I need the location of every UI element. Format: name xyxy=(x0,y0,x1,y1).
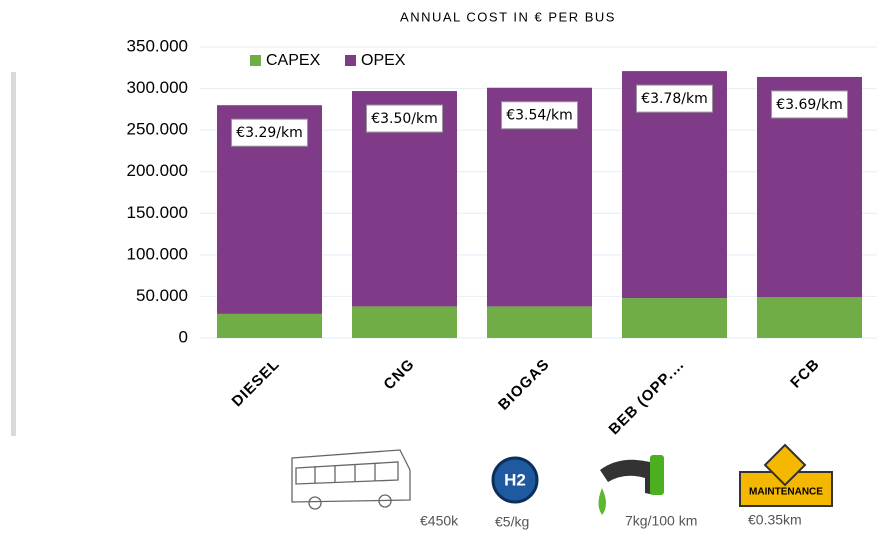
legend-label: CAPEX xyxy=(266,52,321,69)
bar-segment xyxy=(487,306,592,338)
annotation: €3.54/km xyxy=(506,108,573,124)
annotation-box xyxy=(771,90,848,119)
h2-icon xyxy=(491,456,539,504)
bus-icon xyxy=(291,449,411,510)
side-bar xyxy=(11,72,16,436)
x-tick-label: CNG xyxy=(380,356,418,394)
x-tick-label: FCB xyxy=(787,356,823,392)
y-tick-label: 150.000 xyxy=(127,203,188,222)
annotation: €3.78/km xyxy=(641,91,708,107)
annotation-box xyxy=(366,104,443,133)
h2-cost: €5/kg xyxy=(495,514,529,530)
legend-swatch xyxy=(250,55,261,66)
bar-segment xyxy=(622,298,727,338)
annotation: €3.29/km xyxy=(236,125,303,141)
annotation: €3.50/km xyxy=(371,111,438,127)
legend-swatch xyxy=(345,55,356,66)
x-tick-label: BEB (OPP.… xyxy=(606,356,689,439)
annotation-box xyxy=(636,84,713,113)
consumption: 7kg/100 km xyxy=(625,513,697,529)
legend-label: OPEX xyxy=(361,52,406,69)
annotation-box xyxy=(501,101,578,130)
y-tick-label: 50.000 xyxy=(136,286,188,305)
y-tick-label: 100.000 xyxy=(127,244,188,263)
maintenance-sign: MAINTENANCE xyxy=(749,487,823,498)
bar-segment xyxy=(352,306,457,338)
bar-segment xyxy=(217,313,322,338)
y-tick-label: 0 xyxy=(179,327,188,346)
chart-title: ANNUAL COST IN € PER BUS xyxy=(400,9,616,24)
bus-cost: €450k xyxy=(420,513,459,529)
y-tick-label: 300.000 xyxy=(127,78,188,97)
footer-icons: €450k H2 €5/kg 7kg/100 km MAINTENANCE €0… xyxy=(291,443,833,530)
maintenance-cost: €0.35km xyxy=(748,512,802,528)
maintenance-icon xyxy=(739,443,833,507)
h2-label: H2 xyxy=(504,470,526,489)
y-tick-label: 350.000 xyxy=(127,36,188,55)
x-tick-label: BIOGAS xyxy=(495,356,553,414)
fuel-nozzle-icon xyxy=(598,455,664,515)
y-tick-label: 250.000 xyxy=(127,120,188,139)
annotation: €3.69/km xyxy=(776,97,843,113)
y-tick-label: 200.000 xyxy=(127,161,188,180)
bar-segment xyxy=(757,297,862,338)
annotation-box xyxy=(231,118,308,147)
x-tick-label: DIESEL xyxy=(229,356,284,411)
